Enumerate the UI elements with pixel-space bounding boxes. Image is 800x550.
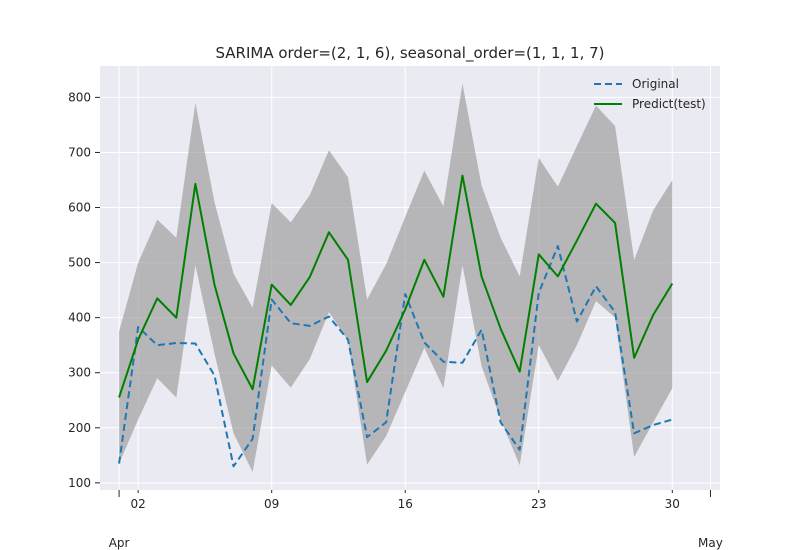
confidence-band-area xyxy=(119,83,673,472)
confidence-band xyxy=(119,83,673,472)
x-month-label: May xyxy=(698,536,723,550)
series-original-line xyxy=(118,245,673,468)
y-axis: 100 200 300 400 500 600 700 800 xyxy=(68,90,100,490)
y-tick-label: 200 xyxy=(68,421,91,435)
x-tick-label: 02 xyxy=(131,497,146,511)
x-tick-label: 16 xyxy=(398,497,413,511)
y-tick-label: 300 xyxy=(68,366,91,380)
x-month-label: Apr xyxy=(109,536,130,550)
y-tick-label: 700 xyxy=(68,145,91,159)
y-tick-label: 400 xyxy=(68,311,91,325)
series-predict-line xyxy=(118,174,674,398)
chart-title: SARIMA order=(2, 1, 6), seasonal_order=(… xyxy=(215,44,604,63)
series-lines xyxy=(118,174,674,468)
x-tick-label: 23 xyxy=(531,497,546,511)
x-axis: 02 09 16 23 30 Apr May xyxy=(109,490,723,550)
y-tick-label: 100 xyxy=(68,476,91,490)
legend-label-original: Original xyxy=(632,77,679,91)
x-tick-label: 30 xyxy=(665,497,680,511)
y-tick-label: 800 xyxy=(68,90,91,104)
legend-label-predict: Predict(test) xyxy=(632,97,706,111)
legend: Original Predict(test) xyxy=(594,77,706,111)
y-tick-label: 500 xyxy=(68,256,91,270)
x-tick-label: 09 xyxy=(264,497,279,511)
y-tick-label: 600 xyxy=(68,201,91,215)
